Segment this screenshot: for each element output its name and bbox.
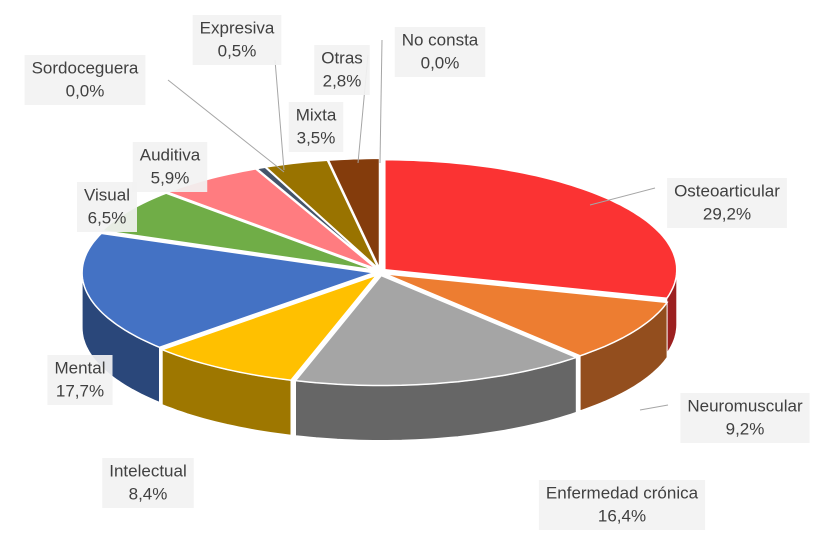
leader-line [274,59,285,171]
label-value: 9,2% [726,419,765,438]
data-label: Neuromuscular 9,2% [680,393,810,443]
slice [160,273,380,381]
data-label: Expresiva 0,5% [192,15,282,65]
label-value: 8,4% [129,484,168,503]
leader-line [167,79,285,173]
slice [384,273,669,357]
slice [384,159,678,300]
label-value: 0,5% [218,41,257,60]
label-box [192,15,282,65]
label-value: 29,2% [703,204,751,223]
label-value: 16,4% [598,506,646,525]
label-box [680,393,810,443]
label-name: Expresiva [200,18,275,37]
data-label: Intelectual 8,4% [102,458,194,508]
label-name: Osteoarticular [674,181,780,200]
label-name: No consta [402,30,479,49]
label-value: 0,0% [66,81,105,100]
label-name: Mental [54,358,105,377]
label-value: 3,5% [297,128,336,147]
data-label: Otras 2,8% [314,45,370,95]
label-box [538,480,706,530]
label-box [47,355,113,405]
slice [264,159,379,270]
label-name: Intelectual [109,461,187,480]
label-box [24,55,146,105]
data-label: Mixta 3,5% [288,102,344,152]
label-name: Sordoceguera [32,58,139,77]
label-name: Auditiva [140,145,201,164]
leader-line [589,187,656,206]
label-value: 2,8% [323,71,362,90]
leader-line [379,39,383,164]
label-name: Mixta [296,105,337,124]
label-box [132,142,208,192]
label-name: Visual [84,185,130,204]
slice [81,232,375,349]
label-value: 6,5% [88,208,127,227]
slice [294,274,579,387]
label-value: 0,0% [421,53,460,72]
label-box [288,102,344,152]
label-name: Enfermedad crónica [546,483,699,502]
slice [327,157,381,269]
data-label: Osteoarticular 29,2% [667,178,787,228]
data-label: Enfermedad crónica 16,4% [538,480,706,530]
label-box [394,27,486,77]
data-label: Auditiva 5,9% [132,142,208,192]
data-label: Visual 6,5% [77,182,137,232]
data-label: Mental 17,7% [47,355,113,405]
data-label: Sordoceguera 0,0% [24,55,146,105]
label-name: Otras [321,48,363,67]
label-box [102,458,194,508]
label-box [314,45,370,95]
data-label: No consta 0,0% [394,27,486,77]
label-value: 5,9% [151,168,190,187]
leader-line [639,404,669,411]
label-box [667,178,787,228]
label-value: 17,7% [56,381,104,400]
label-box [77,182,137,232]
label-name: Neuromuscular [687,396,803,415]
